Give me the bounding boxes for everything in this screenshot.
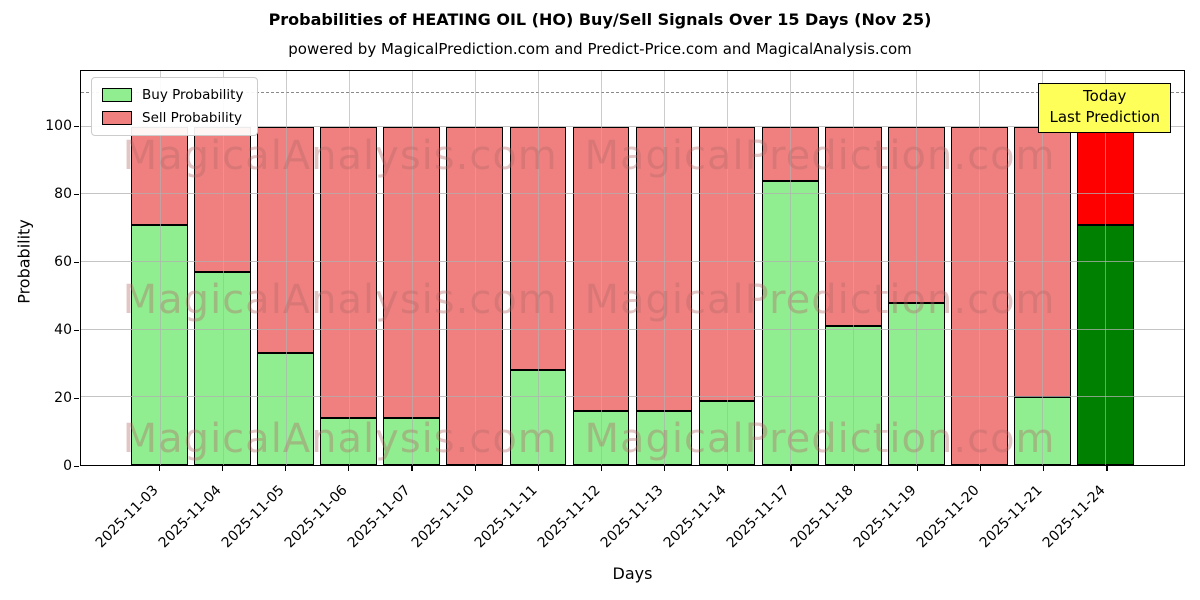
y-tick-label: 60 xyxy=(54,254,72,271)
bar-sell-segment xyxy=(320,126,378,418)
y-tick-label: 0 xyxy=(63,458,72,474)
bar-buy-segment xyxy=(509,370,567,465)
bar-sell-segment xyxy=(950,126,1008,465)
buy-legend-swatch xyxy=(102,88,132,102)
plot-area: MagicalAnalysis.com MagicalPrediction.com… xyxy=(80,70,1185,466)
bar-buy-segment xyxy=(320,417,378,465)
y-tick-label: 40 xyxy=(54,322,72,339)
sell-legend-label: Sell Probability xyxy=(142,110,243,126)
bar-sell-segment xyxy=(824,126,882,327)
bar-sell-segment xyxy=(1014,126,1071,398)
bar-sell-segment xyxy=(383,126,441,418)
bar-buy-segment xyxy=(635,410,693,465)
bar-buy-segment xyxy=(761,180,819,465)
x-tick-mark xyxy=(979,466,982,471)
bar-sell-segment xyxy=(887,126,945,303)
x-tick-mark xyxy=(790,466,792,471)
bar-sell-segment xyxy=(1077,126,1134,225)
x-tick-mark xyxy=(727,466,729,471)
bar-buy-segment xyxy=(257,353,314,465)
bar-buy-segment xyxy=(887,302,945,465)
x-axis-label: Days xyxy=(612,564,653,583)
bar-buy-segment xyxy=(1077,224,1134,465)
legend: Buy Probability Sell Probability xyxy=(91,77,259,136)
sell-legend-swatch xyxy=(102,111,132,125)
today-annotation-line1: Today xyxy=(1083,87,1127,105)
today-annotation: Today Last Prediction xyxy=(1038,83,1171,133)
bar-buy-segment xyxy=(698,400,756,465)
bar xyxy=(194,71,251,465)
x-tick-mark xyxy=(474,466,476,471)
x-tick-mark xyxy=(158,466,160,471)
bar xyxy=(446,71,504,465)
bar-sell-segment xyxy=(509,126,567,371)
bar xyxy=(887,71,945,465)
bar xyxy=(824,71,882,465)
bar-sell-segment xyxy=(131,126,188,225)
y-tick-mark xyxy=(74,398,79,400)
y-tick-mark xyxy=(74,194,79,196)
bar xyxy=(383,71,441,465)
bar-sell-segment xyxy=(446,126,504,465)
bar-buy-segment xyxy=(194,272,251,465)
bar-sell-segment xyxy=(698,126,756,401)
bar xyxy=(1077,71,1134,465)
y-tick-mark xyxy=(74,330,79,332)
bar-sell-segment xyxy=(572,126,630,411)
chart-title: Probabilities of HEATING OIL (HO) Buy/Se… xyxy=(268,10,932,29)
x-tick-mark xyxy=(285,466,287,471)
x-tick-mark xyxy=(1106,466,1108,471)
bar xyxy=(698,71,756,465)
bar xyxy=(257,71,314,465)
bar-buy-segment xyxy=(824,326,882,465)
bar-buy-segment xyxy=(383,417,441,465)
x-tick-mark xyxy=(348,466,350,471)
legend-item-sell: Sell Probability xyxy=(102,110,243,126)
bar-buy-segment xyxy=(1014,397,1071,465)
y-tick-label: 80 xyxy=(54,186,72,203)
x-tick-mark xyxy=(600,466,603,471)
bar-sell-segment xyxy=(761,126,819,181)
y-tick-mark xyxy=(74,126,79,128)
bar xyxy=(761,71,819,465)
bar-sell-segment xyxy=(257,126,314,354)
x-tick-mark xyxy=(221,466,224,471)
legend-item-buy: Buy Probability xyxy=(102,87,243,103)
y-tick-mark xyxy=(74,466,79,468)
y-tick-label: 20 xyxy=(54,390,72,407)
chart-subtitle: powered by MagicalPrediction.com and Pre… xyxy=(288,40,912,58)
x-tick-mark xyxy=(537,466,539,471)
bar-sell-segment xyxy=(194,126,251,273)
bar xyxy=(509,71,567,465)
bar xyxy=(950,71,1008,465)
buy-legend-label: Buy Probability xyxy=(142,87,244,103)
x-tick-mark xyxy=(411,466,413,471)
bar-buy-segment xyxy=(131,224,188,465)
x-tick-mark xyxy=(916,466,918,471)
x-tick-mark xyxy=(1043,466,1045,471)
bar xyxy=(572,71,630,465)
bar-sell-segment xyxy=(635,126,693,411)
bar xyxy=(635,71,693,465)
today-annotation-line2: Last Prediction xyxy=(1049,108,1160,126)
bar-buy-segment xyxy=(572,410,630,465)
bar xyxy=(320,71,378,465)
y-tick-mark xyxy=(74,262,79,264)
x-tick-mark xyxy=(853,466,855,471)
x-tick-mark xyxy=(664,466,666,471)
y-tick-label: 100 xyxy=(45,118,72,135)
